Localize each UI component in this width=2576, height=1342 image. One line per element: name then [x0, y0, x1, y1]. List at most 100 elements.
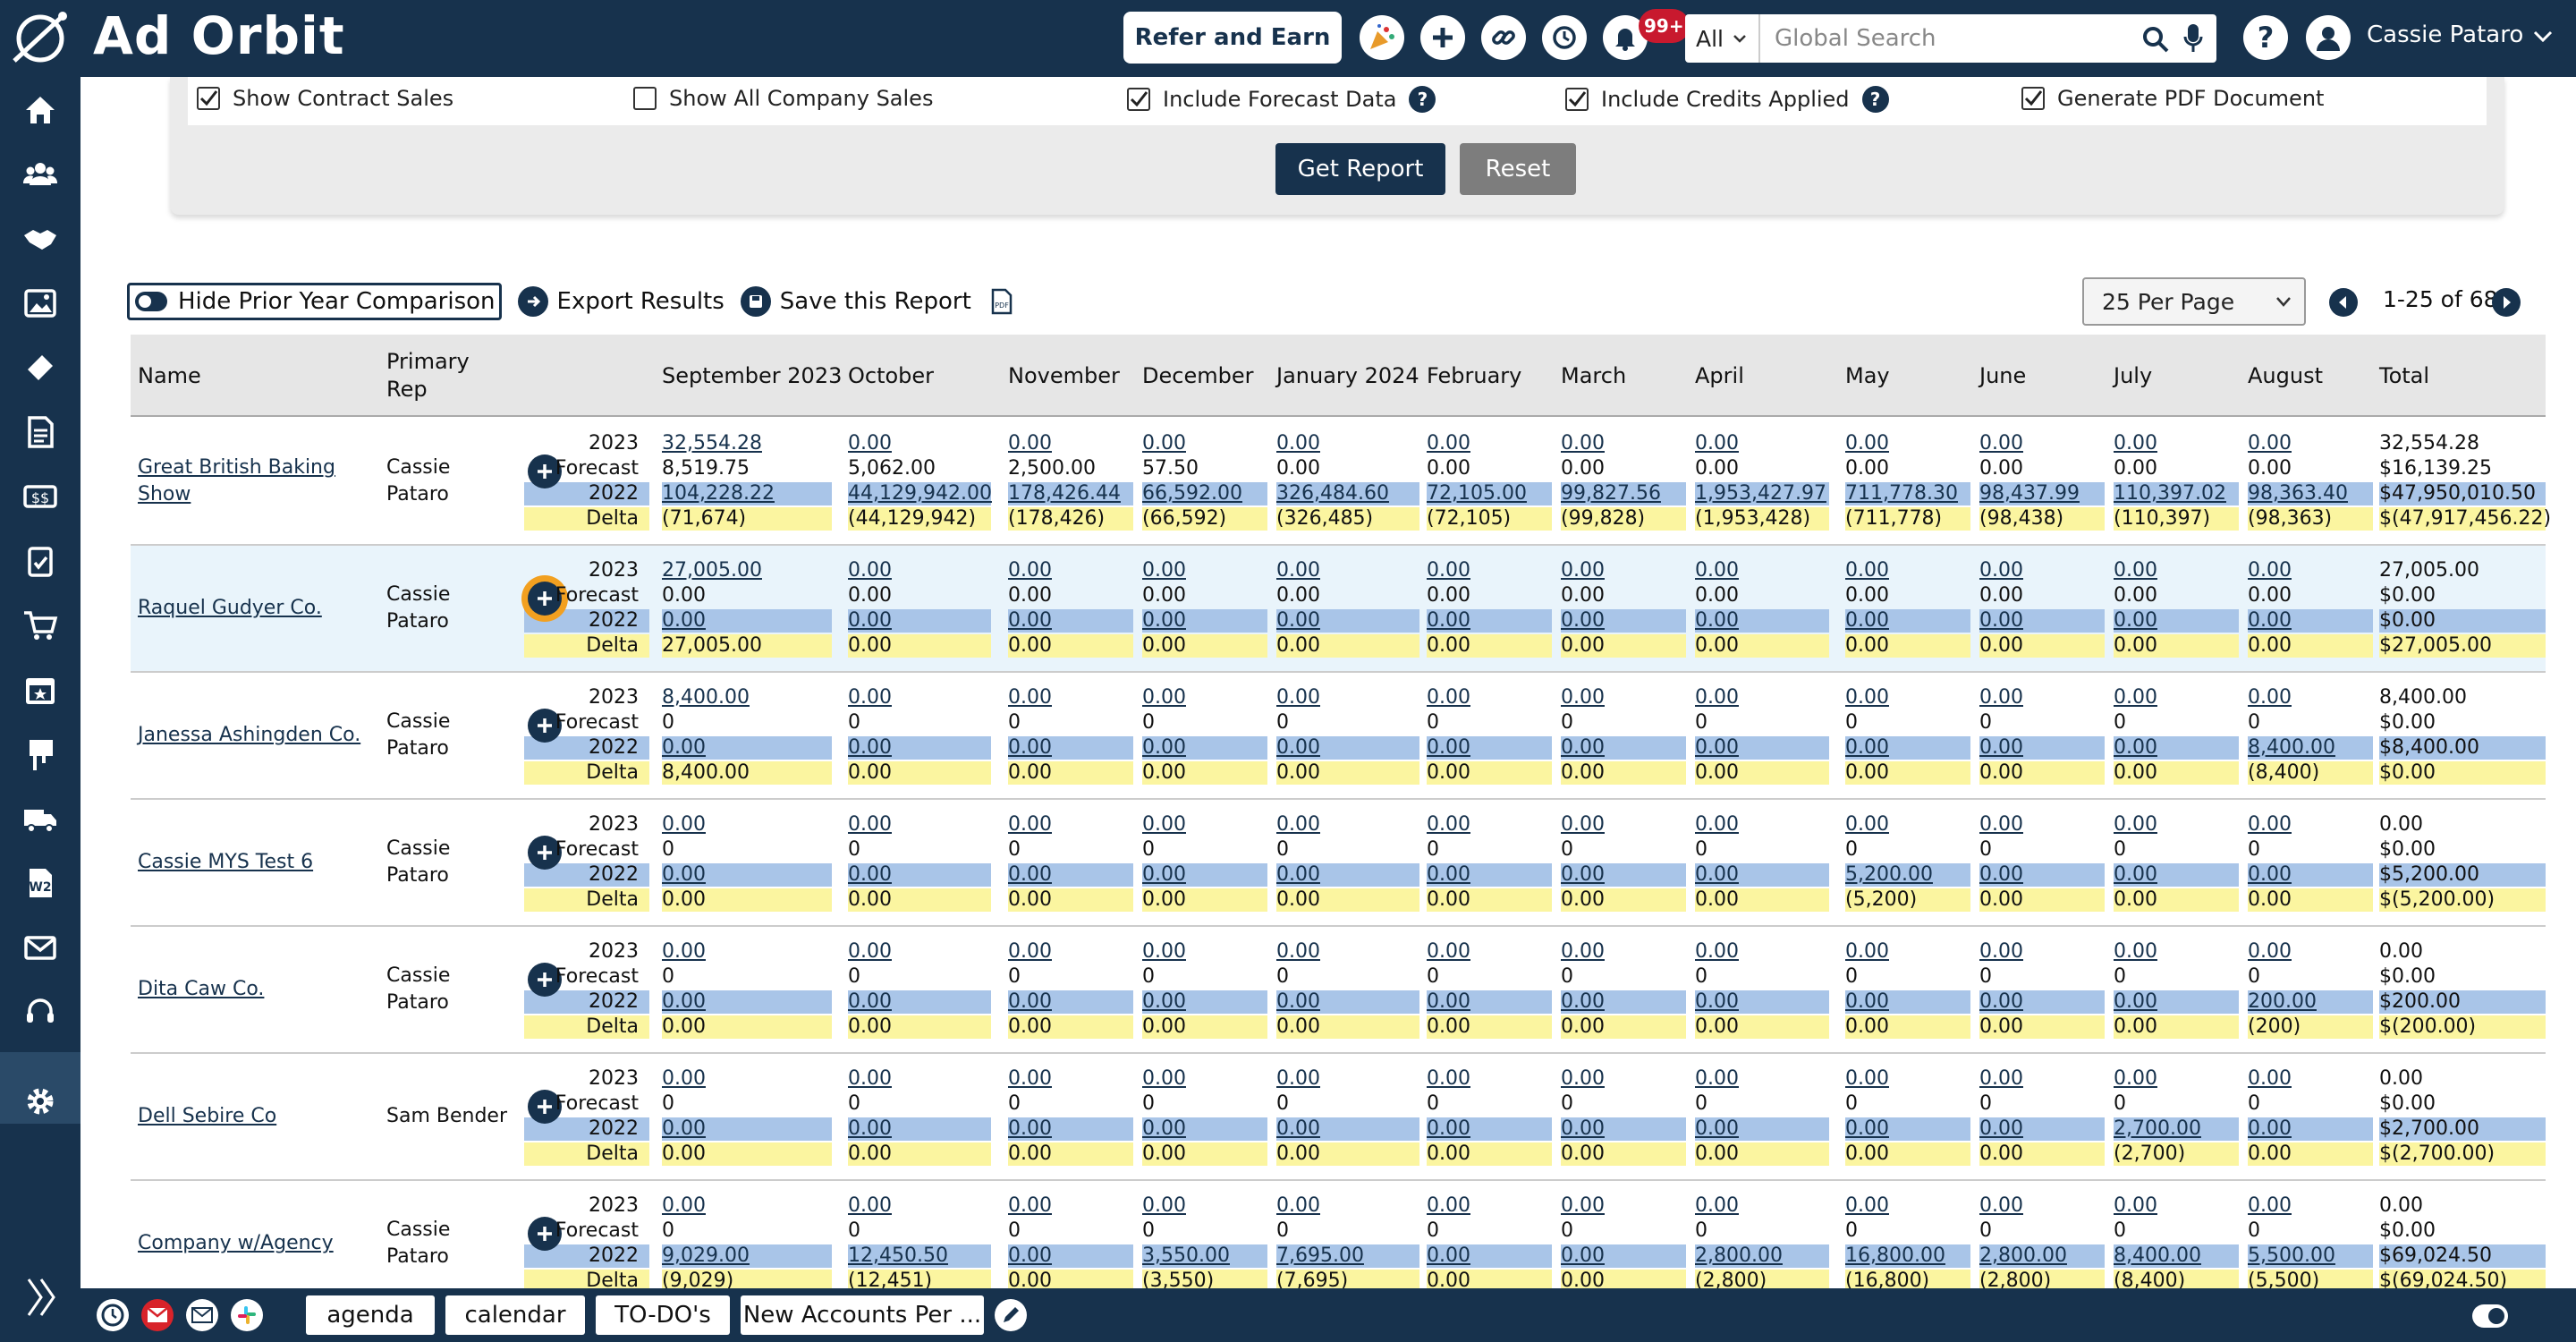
- amount-link[interactable]: 0.00: [1845, 559, 1889, 582]
- amount-link[interactable]: 0.00: [2114, 686, 2157, 709]
- amount-link[interactable]: 0.00: [2248, 863, 2292, 886]
- export-results-button[interactable]: Export Results: [517, 286, 724, 317]
- amount-link[interactable]: 0.00: [848, 813, 892, 836]
- amount-link[interactable]: 0.00: [1845, 1194, 1889, 1217]
- help-icon[interactable]: ?: [1861, 86, 1889, 113]
- amount-link[interactable]: 0.00: [2248, 686, 2292, 709]
- amount-link[interactable]: 0.00: [848, 940, 892, 963]
- people-icon[interactable]: [20, 154, 61, 195]
- amount-link[interactable]: 0.00: [2114, 559, 2157, 582]
- slack-icon[interactable]: [231, 1299, 263, 1331]
- amount-link[interactable]: 0.00: [662, 1194, 706, 1217]
- generate-pdf-option[interactable]: Generate PDF Document: [2021, 86, 2324, 111]
- calendar-icon[interactable]: [20, 669, 61, 710]
- amount-link[interactable]: 0.00: [848, 686, 892, 709]
- amount-link[interactable]: 0.00: [2248, 609, 2292, 632]
- amount-link[interactable]: 0.00: [2114, 1194, 2157, 1217]
- user-name[interactable]: Cassie Pataro: [2367, 21, 2524, 48]
- column-header-month[interactable]: March: [1561, 363, 1627, 388]
- amount-link[interactable]: 0.00: [848, 863, 892, 886]
- amount-link[interactable]: 0.00: [1427, 559, 1470, 582]
- amount-link[interactable]: 0.00: [1427, 1244, 1470, 1267]
- amount-link[interactable]: 0.00: [1979, 432, 2023, 454]
- party-popper-icon[interactable]: [1360, 15, 1404, 60]
- amount-link[interactable]: 0.00: [1142, 736, 1186, 759]
- amount-link[interactable]: 0.00: [1695, 990, 1739, 1013]
- amount-link[interactable]: 0.00: [1845, 990, 1889, 1013]
- expand-row-plus-icon[interactable]: [528, 709, 562, 743]
- amount-link[interactable]: 0.00: [1695, 1194, 1739, 1217]
- amount-link[interactable]: 0.00: [1427, 432, 1470, 454]
- amount-link[interactable]: 0.00: [848, 609, 892, 632]
- amount-link[interactable]: 16,800.00: [1845, 1244, 1945, 1267]
- history-icon[interactable]: [1542, 15, 1587, 60]
- billboard-icon[interactable]: [20, 734, 61, 775]
- next-page-icon[interactable]: [2492, 288, 2521, 317]
- amount-link[interactable]: 5,200.00: [1845, 863, 1933, 886]
- column-header-month[interactable]: January 2024: [1276, 363, 1419, 388]
- amount-link[interactable]: 0.00: [1845, 609, 1889, 632]
- column-header-month[interactable]: November: [1008, 363, 1120, 388]
- money-icon[interactable]: $$: [20, 476, 61, 517]
- show-all-company-sales-option[interactable]: Show All Company Sales: [633, 86, 933, 111]
- amount-link[interactable]: 0.00: [1979, 990, 2023, 1013]
- amount-link[interactable]: 0.00: [2114, 940, 2157, 963]
- get-report-button[interactable]: Get Report: [1275, 143, 1445, 195]
- amount-link[interactable]: 0.00: [1695, 1117, 1739, 1140]
- expand-row-plus-icon[interactable]: [528, 963, 562, 997]
- amount-link[interactable]: 0.00: [2248, 813, 2292, 836]
- amount-link[interactable]: 0.00: [1276, 813, 1320, 836]
- bottom-tab-todos[interactable]: TO-DO's: [596, 1295, 730, 1335]
- search-scope-select[interactable]: All: [1685, 14, 1760, 63]
- amount-link[interactable]: 0.00: [2114, 432, 2157, 454]
- hide-prior-year-toggle[interactable]: Hide Prior Year Comparison: [127, 283, 502, 320]
- add-new-icon[interactable]: [1420, 15, 1465, 60]
- amount-link[interactable]: 0.00: [848, 1194, 892, 1217]
- amount-link[interactable]: 0.00: [662, 863, 706, 886]
- amount-link[interactable]: 2,800.00: [1695, 1244, 1783, 1267]
- handshake-icon[interactable]: [20, 218, 61, 259]
- amount-link[interactable]: 110,397.02: [2114, 482, 2226, 505]
- amount-link[interactable]: 0.00: [1008, 432, 1052, 454]
- amount-link[interactable]: 0.00: [1008, 940, 1052, 963]
- amount-link[interactable]: 0.00: [1142, 1194, 1186, 1217]
- amount-link[interactable]: 0.00: [1427, 863, 1470, 886]
- amount-link[interactable]: 0.00: [1979, 686, 2023, 709]
- checkbox-unchecked[interactable]: [633, 87, 657, 110]
- amount-link[interactable]: 0.00: [1008, 609, 1052, 632]
- amount-link[interactable]: 0.00: [1008, 1244, 1052, 1267]
- amount-link[interactable]: 0.00: [1142, 940, 1186, 963]
- amount-link[interactable]: 0.00: [1695, 863, 1739, 886]
- amount-link[interactable]: 0.00: [1276, 559, 1320, 582]
- amount-link[interactable]: 0.00: [1561, 736, 1605, 759]
- amount-link[interactable]: 0.00: [1561, 686, 1605, 709]
- amount-link[interactable]: 99,827.56: [1561, 482, 1661, 505]
- amount-link[interactable]: 0.00: [1695, 432, 1739, 454]
- bottom-tab-agenda[interactable]: agenda: [306, 1295, 435, 1335]
- amount-link[interactable]: 0.00: [1845, 1117, 1889, 1140]
- microphone-icon[interactable]: [2182, 22, 2204, 55]
- help-icon[interactable]: ?: [1409, 86, 1436, 113]
- amount-link[interactable]: 0.00: [1008, 813, 1052, 836]
- column-header-month[interactable]: July: [2114, 363, 2153, 388]
- expand-row-plus-icon[interactable]: [528, 1090, 562, 1124]
- amount-link[interactable]: 1,953,427.97: [1695, 482, 1826, 505]
- amount-link[interactable]: 0.00: [1276, 609, 1320, 632]
- user-avatar-icon[interactable]: [2306, 15, 2351, 60]
- amount-link[interactable]: 0.00: [1008, 990, 1052, 1013]
- notifications-bell-icon[interactable]: [1603, 15, 1648, 60]
- amount-link[interactable]: 0.00: [2248, 559, 2292, 582]
- checkbox-checked[interactable]: [2021, 87, 2045, 110]
- amount-link[interactable]: 0.00: [1008, 1117, 1052, 1140]
- search-icon[interactable]: [2141, 25, 2170, 54]
- amount-link[interactable]: 200.00: [2248, 990, 2317, 1013]
- amount-link[interactable]: 0.00: [1695, 813, 1739, 836]
- amount-link[interactable]: 0.00: [1695, 736, 1739, 759]
- column-header-month[interactable]: June: [1979, 363, 2027, 388]
- orbit-logo-icon[interactable]: [9, 9, 72, 68]
- amount-link[interactable]: 0.00: [1561, 1117, 1605, 1140]
- amount-link[interactable]: 3,550.00: [1142, 1244, 1230, 1267]
- amount-link[interactable]: 0.00: [1427, 686, 1470, 709]
- amount-link[interactable]: 8,400.00: [662, 686, 750, 709]
- expand-row-plus-icon[interactable]: [528, 1217, 562, 1251]
